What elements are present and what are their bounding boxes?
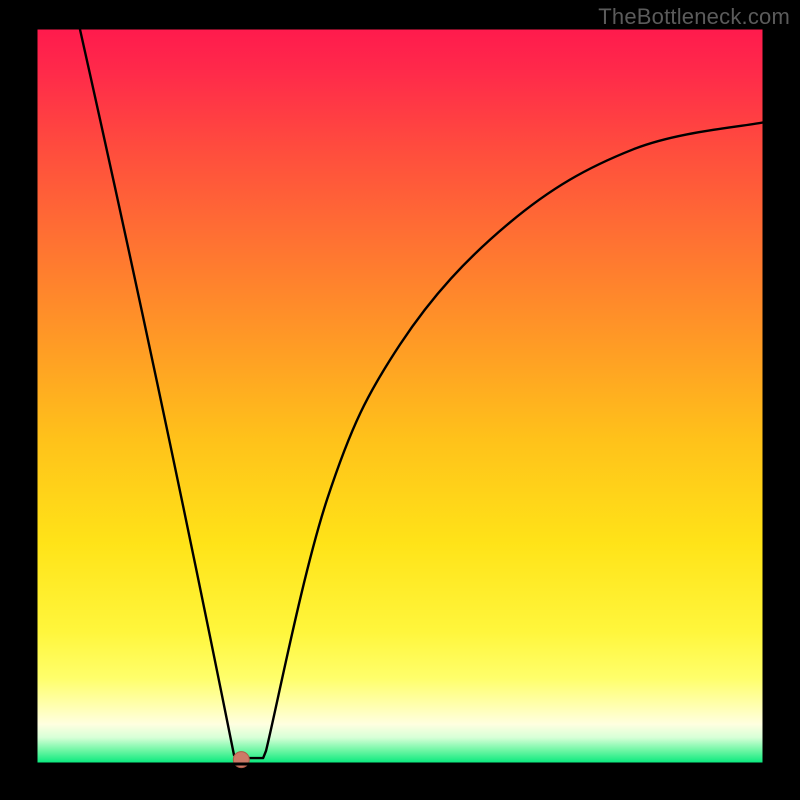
bottleneck-chart bbox=[0, 0, 800, 800]
watermark-text: TheBottleneck.com bbox=[598, 4, 790, 30]
chart-container: TheBottleneck.com bbox=[0, 0, 800, 800]
plot-background bbox=[36, 28, 764, 764]
